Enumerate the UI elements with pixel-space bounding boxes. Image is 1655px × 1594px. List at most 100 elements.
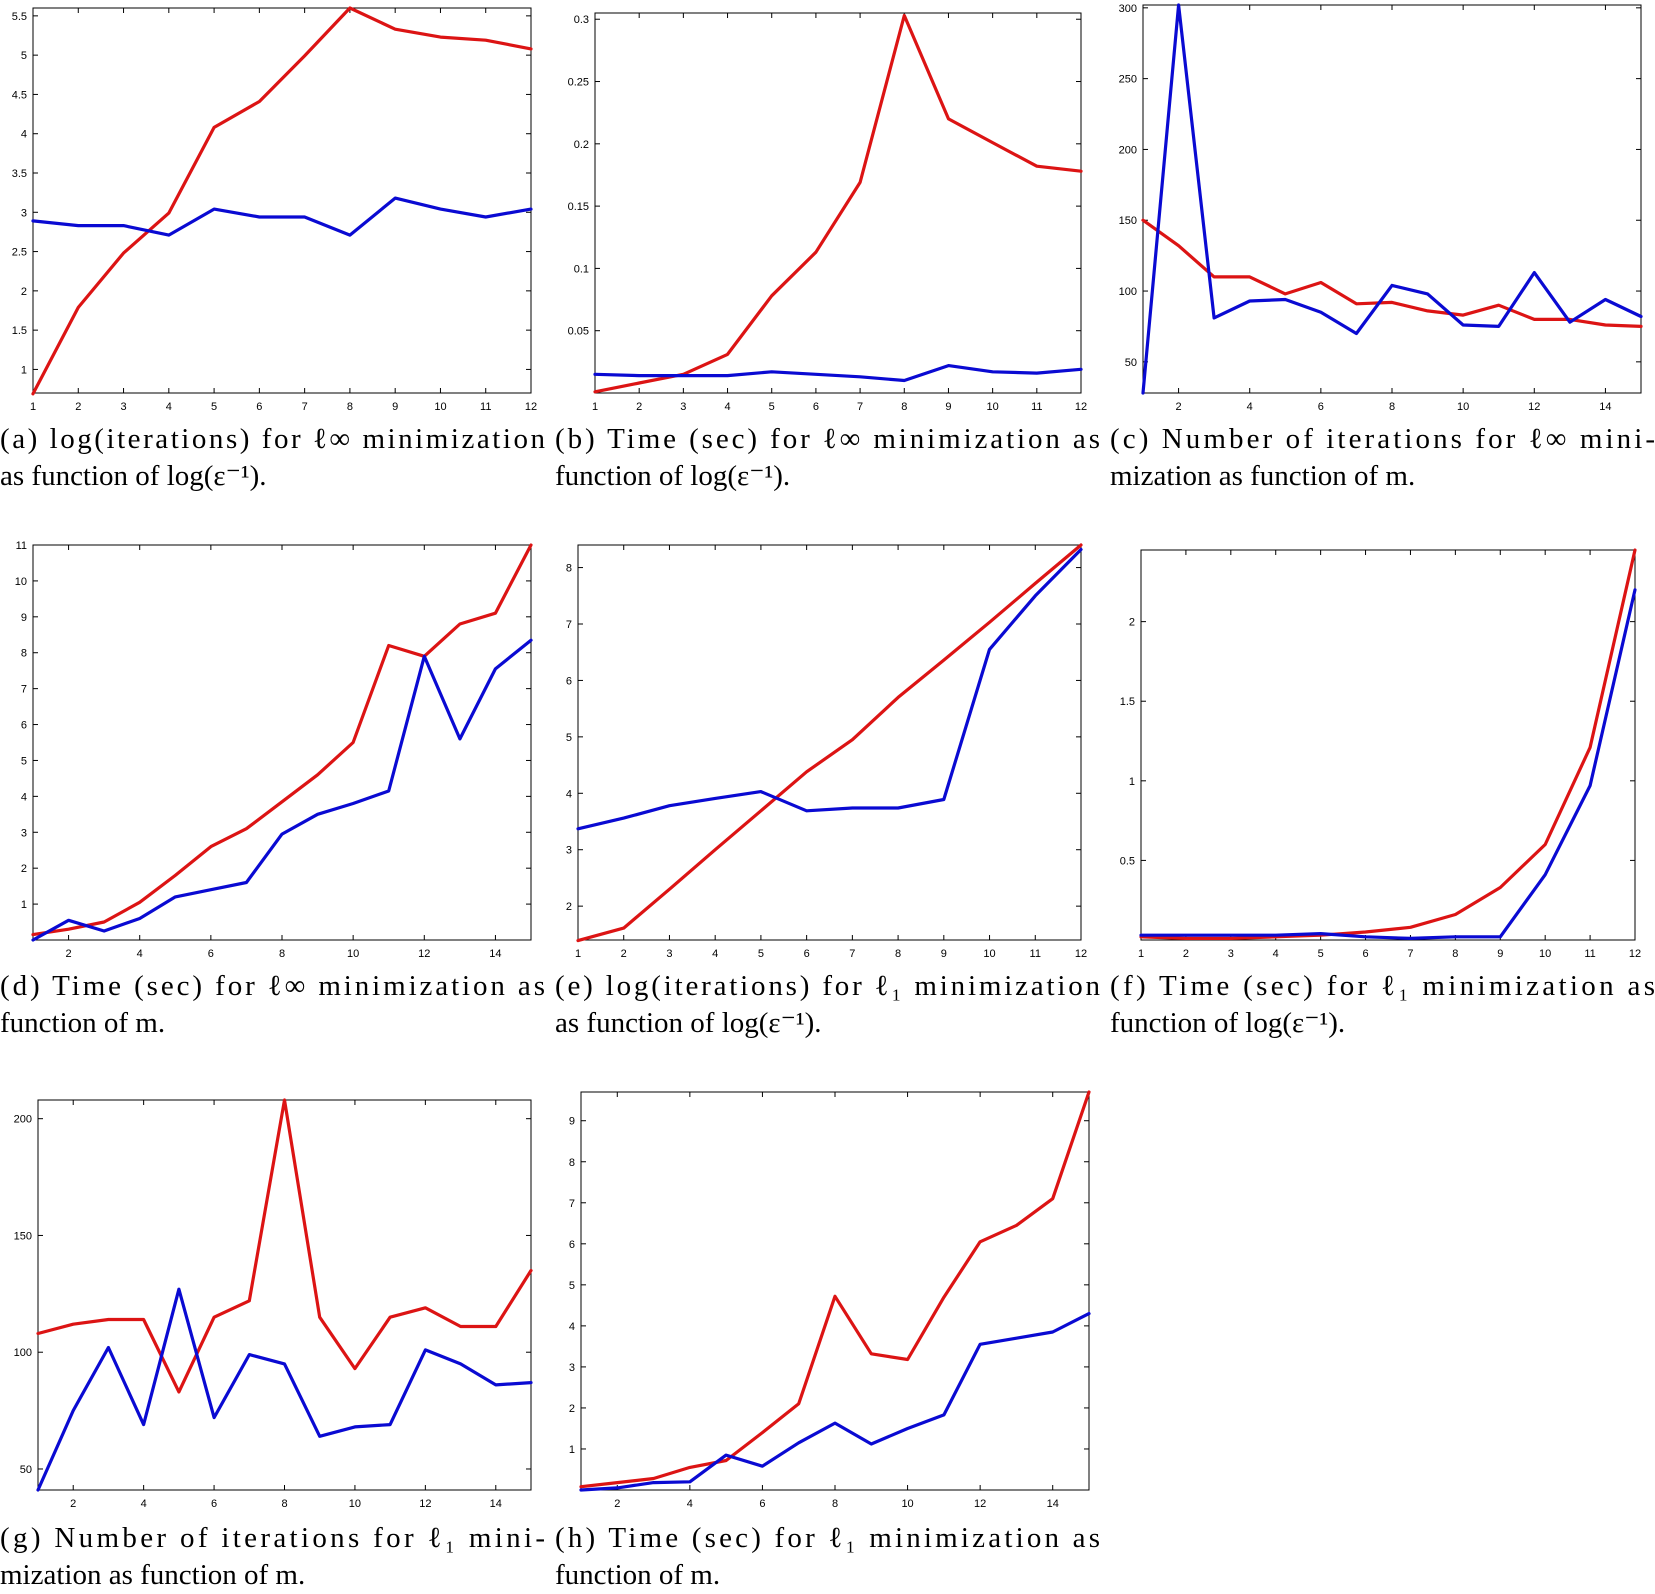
caption-line-1: (c) Number of iterations for ℓ∞ mini-	[1110, 423, 1655, 455]
plot-frame	[577, 544, 1082, 941]
series-line-blue	[31, 638, 533, 942]
y-tick-label: 50	[20, 1464, 32, 1476]
x-tick-label: 5	[211, 401, 217, 413]
plot-frame	[1142, 4, 1642, 394]
x-tick-label: 2	[75, 401, 81, 413]
y-tick-label: 5	[21, 755, 27, 767]
series-line-red	[579, 1090, 1091, 1489]
x-tick-label: 2	[614, 1498, 620, 1510]
series-line-blue	[36, 1287, 533, 1492]
y-tick-label: 4	[569, 1321, 575, 1333]
y-tick-label: 1.5	[12, 325, 27, 337]
series-line-red	[36, 1098, 533, 1394]
y-tick-label: 8	[21, 648, 27, 660]
x-tick-label: 6	[1362, 948, 1368, 960]
y-tick-label: 150	[14, 1230, 32, 1242]
x-tick-label: 10	[349, 1498, 361, 1510]
y-tick-label: 250	[1119, 74, 1137, 86]
x-tick-label: 12	[974, 1498, 986, 1510]
x-tick-label: 14	[1047, 1498, 1059, 1510]
chart-panel-b: 1 2 3 4 5 6 7 8 9 10 11 120.050.10.150.20.250.3(b) …	[555, 12, 1100, 492]
series-line-blue	[1139, 588, 1637, 941]
y-tick-label: 0.3	[574, 14, 589, 26]
x-tick-label: 12	[419, 1498, 431, 1510]
x-tick-label: 2	[621, 948, 627, 960]
series-line-red	[593, 13, 1083, 394]
x-tick-label: 12	[1075, 401, 1087, 413]
y-tick-label: 150	[1119, 215, 1137, 227]
y-tick-label: 2.5	[12, 247, 27, 259]
y-tick-label: 11	[16, 540, 27, 552]
y-tick-label: 1	[21, 899, 27, 911]
y-tick-label: 8	[566, 563, 572, 575]
x-tick-label: 8	[901, 401, 907, 413]
series-line-red	[576, 543, 1083, 943]
series-line-blue	[31, 196, 533, 237]
x-tick-label: 10	[1539, 948, 1551, 960]
y-tick-label: 5	[569, 1280, 575, 1292]
chart-panel-c: 2 4 6 8 10 12 14 50 100 150 200 250 300 (c) Number of…	[1110, 3, 1655, 492]
x-tick-label: 10	[983, 948, 995, 960]
x-tick-label: 8	[281, 1498, 287, 1510]
x-tick-label: 8	[279, 948, 285, 960]
x-tick-label: 10	[1457, 401, 1469, 413]
caption-line-2: as function of log(ε⁻¹).	[0, 460, 267, 492]
plot-frame	[1140, 549, 1636, 941]
y-tick-label: 100	[1119, 286, 1137, 298]
x-tick-label: 10	[434, 401, 446, 413]
chart-panel-f: 1 2 3 4 5 6 7 8 9 10 11 120.511.52(f) Time (sec) fo…	[1110, 548, 1655, 1039]
caption-line-2: function of m.	[555, 1559, 720, 1591]
caption-line-1: (b) Time (sec) for ℓ∞ minimization as	[555, 423, 1100, 455]
y-tick-label: 2	[569, 1403, 575, 1415]
x-tick-label: 9	[945, 401, 951, 413]
series-line-red	[31, 543, 533, 937]
x-tick-label: 4	[166, 401, 172, 413]
x-tick-label: 14	[490, 1498, 502, 1510]
y-tick-label: 4.5	[12, 89, 27, 101]
x-tick-label: 1	[30, 401, 36, 413]
x-tick-label: 2	[1183, 948, 1189, 960]
caption-line-2: function of log(ε⁻¹).	[1110, 1007, 1345, 1039]
y-tick-label: 2	[566, 901, 572, 913]
caption-line-2: function of m.	[0, 1007, 165, 1039]
x-tick-label: 14	[1599, 401, 1611, 413]
y-tick-label: 10	[15, 576, 27, 588]
y-tick-label: 0.05	[568, 326, 589, 338]
x-tick-label: 8	[347, 401, 353, 413]
y-tick-label: 7	[21, 684, 27, 696]
x-tick-label: 6	[211, 1498, 217, 1510]
series-line-blue	[579, 1311, 1091, 1492]
y-tick-label: 6	[569, 1239, 575, 1251]
caption-line-2: function of log(ε⁻¹).	[555, 460, 790, 492]
y-tick-label: 3	[569, 1362, 575, 1374]
y-tick-label: 2	[21, 863, 27, 875]
x-tick-label: 12	[525, 401, 537, 413]
y-tick-label: 0.15	[568, 201, 589, 213]
x-tick-label: 12	[1075, 948, 1087, 960]
x-tick-label: 9	[1497, 948, 1503, 960]
x-tick-label: 4	[712, 948, 718, 960]
y-tick-label: 4	[566, 788, 572, 800]
x-tick-label: 11	[480, 401, 491, 413]
x-tick-label: 3	[1228, 948, 1234, 960]
x-tick-label: 2	[1176, 401, 1182, 413]
caption-line-1: (a) log(iterations) for ℓ∞ minimization	[0, 423, 546, 455]
y-tick-label: 1	[1129, 776, 1135, 788]
caption-line-1: (f) Time (sec) for ℓ₁ minimization as	[1110, 970, 1655, 1002]
series-line-blue	[576, 547, 1083, 831]
y-tick-label: 6	[566, 675, 572, 687]
x-tick-label: 9	[392, 401, 398, 413]
plot-frame	[580, 1091, 1090, 1491]
x-tick-label: 11	[1031, 401, 1042, 413]
x-tick-label: 5	[769, 401, 775, 413]
caption-line-2: as function of log(ε⁻¹).	[555, 1007, 822, 1039]
x-tick-label: 12	[418, 948, 430, 960]
x-tick-label: 3	[120, 401, 126, 413]
x-tick-label: 8	[832, 1498, 838, 1510]
x-tick-label: 4	[137, 948, 143, 960]
y-tick-label: 50	[1125, 357, 1137, 369]
caption-line-1: (d) Time (sec) for ℓ∞ minimization as	[0, 970, 545, 1002]
x-tick-label: 7	[1407, 948, 1413, 960]
